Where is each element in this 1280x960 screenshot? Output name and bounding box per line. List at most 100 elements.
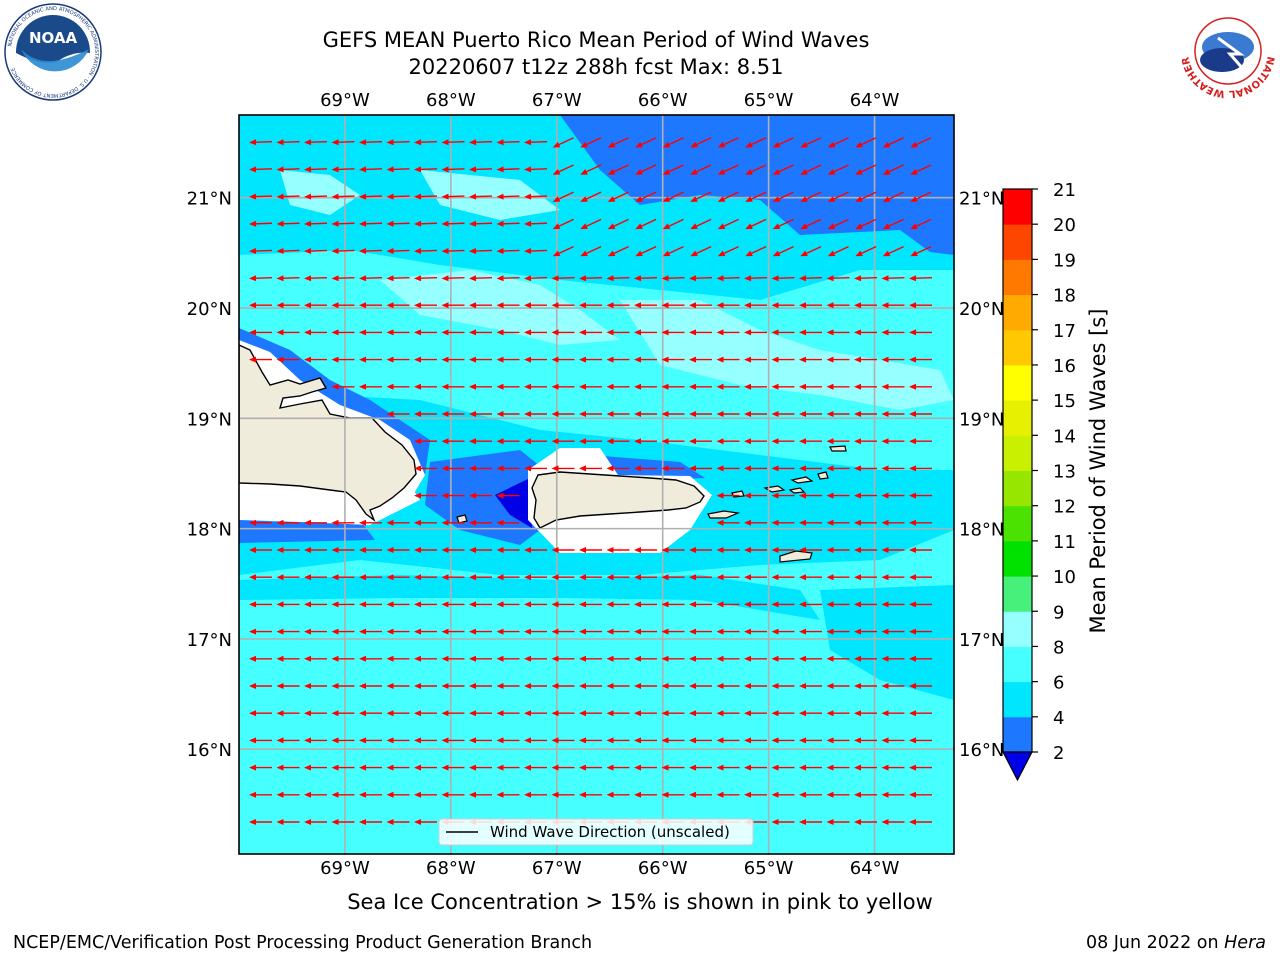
wave-direction-arrowhead xyxy=(855,141,863,148)
period-band-2-4-northeast xyxy=(560,115,954,255)
wave-direction-arrowhead xyxy=(909,628,916,635)
wave-direction-arrowhead xyxy=(249,329,256,336)
wave-direction-arrowhead xyxy=(661,356,669,363)
wave-direction-arrowhead xyxy=(469,248,477,255)
wave-direction-arrowhead xyxy=(386,411,394,417)
wave-direction-arrowhead xyxy=(551,764,559,771)
wave-direction-arrowhead xyxy=(717,196,726,202)
wave-direction-arrowhead xyxy=(716,737,724,744)
lon-label-top: 64°W xyxy=(850,90,900,111)
wave-direction-arrowhead xyxy=(441,302,449,309)
wave-direction-arrowhead xyxy=(799,601,806,608)
wave-direction-arrowhead xyxy=(634,655,641,662)
wave-direction-arrowhead xyxy=(551,791,559,798)
wave-direction-arrowhead xyxy=(854,356,861,363)
wave-direction-arrowhead xyxy=(414,139,422,146)
wave-direction-arrowhead xyxy=(386,139,394,146)
wave-direction-arrowhead xyxy=(579,628,586,635)
wave-direction-arrowhead xyxy=(909,519,916,526)
wave-direction-arrowhead xyxy=(496,519,504,526)
wave-direction-arrowhead xyxy=(524,628,531,635)
colorbar-tick-label: 20 xyxy=(1053,215,1076,236)
wave-direction-arrowhead xyxy=(661,683,669,689)
wave-direction-arrowhead xyxy=(771,519,779,526)
wave-direction-arrowhead xyxy=(662,250,671,257)
wave-direction-arrowhead xyxy=(745,196,753,202)
wave-direction-arrowhead xyxy=(579,764,586,771)
lat-label-left: 20°N xyxy=(187,299,232,320)
wave-direction-arrowhead xyxy=(634,737,641,744)
wave-direction-arrowhead xyxy=(634,465,641,472)
wave-direction-arrowhead xyxy=(551,628,559,635)
wave-direction-arrowhead xyxy=(606,411,614,417)
wave-direction-arrowhead xyxy=(607,141,616,148)
wave-direction-arrowhead xyxy=(469,519,476,526)
wave-direction-arrowhead xyxy=(881,737,889,744)
colorbar-tick-label: 17 xyxy=(1053,321,1076,342)
wave-direction-arrowhead xyxy=(606,275,614,282)
wave-direction-arrowhead xyxy=(716,356,724,363)
wave-direction-arrowhead xyxy=(744,411,751,417)
wave-direction-arrowhead xyxy=(304,193,312,200)
wave-direction-arrowhead xyxy=(304,220,312,227)
wave-direction-arrowhead xyxy=(716,383,724,390)
wave-direction-arrowhead xyxy=(606,655,614,662)
wave-direction-arrowhead xyxy=(304,683,311,689)
period-band-8-9-patch-b xyxy=(280,170,360,215)
wave-direction-arrowhead xyxy=(826,492,834,499)
wave-direction-arrowhead xyxy=(662,169,671,175)
colorbar-tick-label: 12 xyxy=(1053,497,1076,518)
lon-label-top: 67°W xyxy=(532,90,582,111)
wave-direction-arrowhead xyxy=(881,710,889,717)
wave-direction-arrowhead xyxy=(386,819,394,825)
wave-direction-arrowhead xyxy=(276,710,284,717)
wave-direction-arrowhead xyxy=(359,737,366,744)
wave-direction-arrowhead xyxy=(800,141,808,148)
lat-label-right: 18°N xyxy=(959,520,1004,541)
wave-direction-arrowhead xyxy=(249,248,257,255)
wave-direction-arrowhead xyxy=(552,250,561,257)
wave-direction-arrowhead xyxy=(386,683,394,689)
wave-direction-arrowhead xyxy=(496,248,504,255)
wave-direction-arrowhead xyxy=(414,329,421,336)
wave-direction-arrowhead xyxy=(359,574,366,581)
wave-direction-arrowhead xyxy=(606,302,614,309)
wave-direction-arrowhead xyxy=(634,275,642,282)
wave-direction-arrowhead xyxy=(744,655,751,662)
wave-direction-arrowhead xyxy=(606,764,614,771)
lat-ticks-left: 21°N 20°N 19°N 18°N 17°N 16°N xyxy=(187,189,232,761)
wave-direction-arrowhead xyxy=(414,791,421,798)
wave-direction-arrowhead xyxy=(441,519,449,526)
wave-direction-arrowhead xyxy=(772,223,781,230)
wave-direction-arrowhead xyxy=(881,791,889,798)
wave-direction-arrowhead xyxy=(661,438,669,445)
wave-direction-arrowhead xyxy=(496,193,504,200)
wave-direction-arrowhead xyxy=(386,628,394,635)
wave-direction-arrowhead xyxy=(771,302,779,309)
wave-direction-arrowhead xyxy=(854,329,861,336)
wave-direction-arrowhead xyxy=(881,547,889,553)
wave-direction-arrowhead xyxy=(854,655,861,662)
wave-direction-arrowhead xyxy=(276,248,284,255)
wave-direction-arrowhead xyxy=(606,710,614,717)
lat-label-left: 21°N xyxy=(187,189,232,210)
wave-direction-arrowhead xyxy=(469,601,476,608)
wave-direction-arrowhead xyxy=(909,302,916,309)
wave-direction-arrowhead xyxy=(359,655,366,662)
wave-direction-arrowhead xyxy=(386,356,394,363)
wave-direction-arrowhead xyxy=(524,655,531,662)
wave-direction-arrowhead xyxy=(689,383,696,390)
wave-direction-arrowhead xyxy=(881,683,889,689)
wave-direction-arrowhead xyxy=(771,275,779,282)
wave-direction-arrowhead xyxy=(469,193,477,200)
wave-direction-arrowhead xyxy=(909,710,916,717)
wave-direction-arrowhead xyxy=(276,764,284,771)
wave-direction-arrowhead xyxy=(716,438,724,445)
lat-ticks-right: 21°N 20°N 19°N 18°N 17°N 16°N xyxy=(959,189,1004,761)
lon-label-bottom: 64°W xyxy=(850,858,900,879)
colorbar-tick-label: 11 xyxy=(1053,532,1076,553)
wave-direction-arrowhead xyxy=(635,196,643,202)
wave-direction-arrowhead xyxy=(799,655,806,662)
wave-direction-arrowhead xyxy=(772,250,781,257)
wave-direction-arrowhead xyxy=(414,737,421,744)
